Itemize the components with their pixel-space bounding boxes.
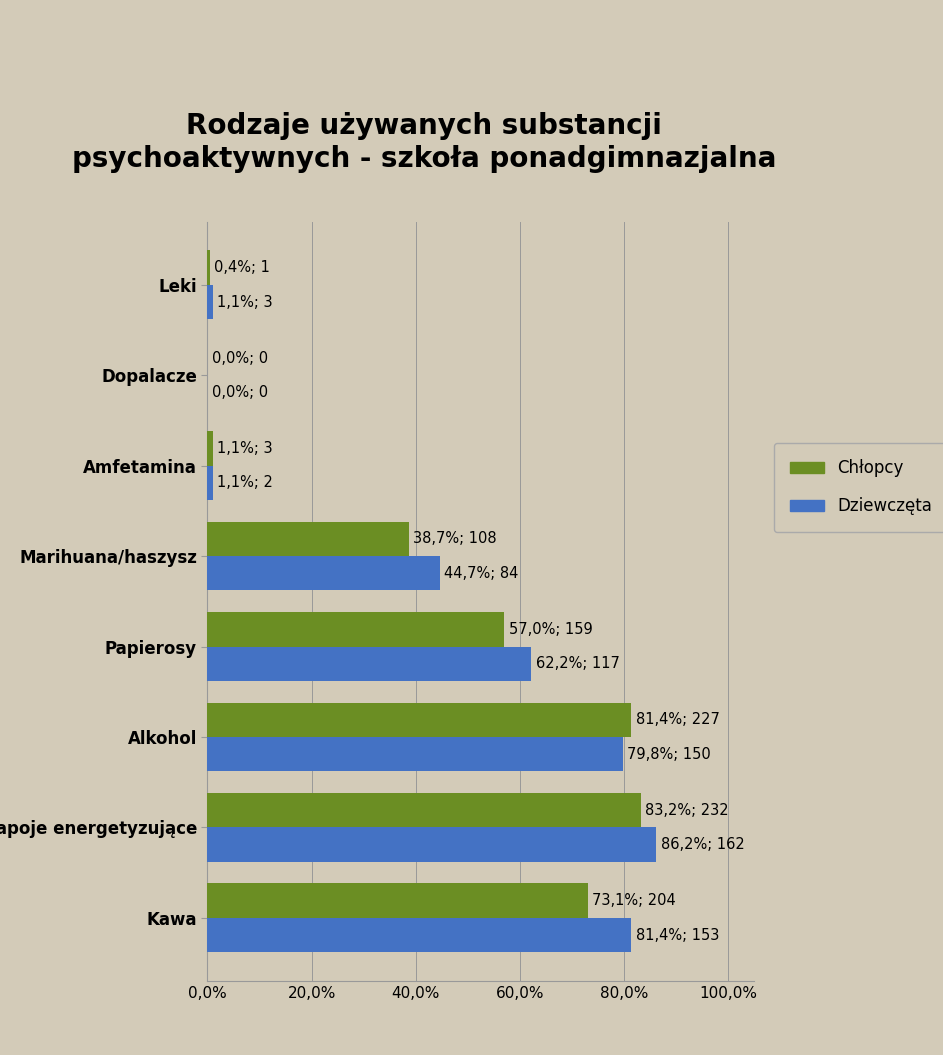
- Text: 62,2%; 117: 62,2%; 117: [536, 656, 620, 671]
- Bar: [207, 250, 209, 285]
- Text: 0,0%; 0: 0,0%; 0: [211, 350, 268, 366]
- Text: 0,4%; 1: 0,4%; 1: [214, 261, 270, 275]
- Text: 79,8%; 150: 79,8%; 150: [627, 747, 711, 762]
- Text: 1,1%; 2: 1,1%; 2: [217, 476, 273, 491]
- Bar: [207, 883, 588, 918]
- Text: 44,7%; 84: 44,7%; 84: [444, 565, 519, 581]
- Text: 86,2%; 162: 86,2%; 162: [661, 837, 744, 852]
- Bar: [207, 737, 623, 771]
- Bar: [207, 703, 632, 737]
- Text: 38,7%; 108: 38,7%; 108: [413, 532, 497, 546]
- Text: 1,1%; 3: 1,1%; 3: [217, 294, 273, 309]
- Bar: [207, 556, 440, 591]
- Text: Rodzaje używanych substancji
psychoaktywnych - szkoła ponadgimnazjalna: Rodzaje używanych substancji psychoaktyw…: [73, 112, 776, 173]
- Bar: [207, 647, 532, 680]
- Bar: [207, 431, 213, 465]
- Bar: [207, 827, 656, 862]
- Text: 81,4%; 227: 81,4%; 227: [636, 712, 720, 727]
- Legend: Chłopcy, Dziewczęta: Chłopcy, Dziewczęta: [773, 442, 943, 532]
- Text: 83,2%; 232: 83,2%; 232: [645, 803, 729, 818]
- Bar: [207, 522, 409, 556]
- Bar: [207, 285, 213, 320]
- Bar: [207, 465, 213, 500]
- Text: 57,0%; 159: 57,0%; 159: [508, 621, 592, 637]
- Bar: [207, 793, 641, 827]
- Text: 81,4%; 153: 81,4%; 153: [636, 927, 719, 942]
- Bar: [207, 918, 632, 953]
- Text: 73,1%; 204: 73,1%; 204: [592, 894, 676, 908]
- Text: 0,0%; 0: 0,0%; 0: [211, 385, 268, 400]
- Bar: [207, 612, 505, 647]
- Text: 1,1%; 3: 1,1%; 3: [217, 441, 273, 456]
